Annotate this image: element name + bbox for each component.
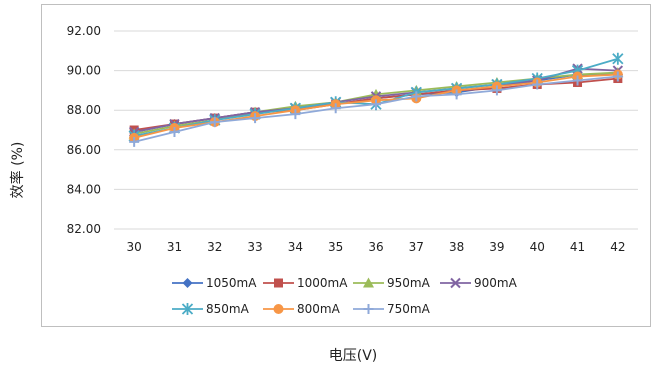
legend-item-950mA: 950mA [353, 276, 431, 290]
data-point [612, 71, 623, 82]
legend-marker [273, 304, 284, 314]
data-point [451, 89, 462, 100]
chart-area-border [41, 4, 651, 327]
legend-marker [450, 277, 461, 289]
y-axis-title: 效率 (%) [9, 142, 26, 199]
y-tick-label: 82.00 [67, 222, 101, 236]
legend-item-850mA: 850mA [172, 302, 250, 316]
x-tick-label: 40 [530, 240, 545, 254]
data-point [532, 79, 543, 90]
data-point [169, 126, 180, 137]
data-point [209, 117, 220, 128]
x-tick-label: 30 [127, 240, 142, 254]
data-point [491, 85, 502, 96]
legend-item-800mA: 800mA [263, 302, 341, 316]
x-tick-label: 41 [570, 240, 585, 254]
legend-label: 850mA [206, 302, 250, 316]
x-tick-label: 35 [328, 240, 343, 254]
x-tick-label: 42 [610, 240, 625, 254]
data-point [290, 109, 301, 120]
x-tick-label: 36 [368, 240, 383, 254]
legend-marker [363, 304, 374, 314]
legend-marker [181, 303, 194, 315]
grid-lines [114, 30, 638, 230]
legend-label: 900mA [474, 276, 518, 290]
y-tick-label: 84.00 [67, 182, 101, 196]
y-axis-ticks: 82.00 84.00 86.00 88.00 90.00 92.00 [67, 24, 101, 236]
data-point [612, 52, 624, 65]
legend-marker [363, 277, 374, 288]
x-tick-label: 38 [449, 240, 464, 254]
x-axis-title: 电压(V) [329, 348, 378, 364]
legend-item-1000mA: 1000mA [263, 276, 348, 290]
x-tick-label: 34 [288, 240, 303, 254]
legend-marker [182, 278, 193, 288]
legend-marker [274, 278, 283, 288]
legend-label: 750mA [387, 302, 431, 316]
legend: 1050mA 1000mA 950mA 900mA 850mA 800mA 750mA [172, 276, 518, 316]
x-tick-label: 39 [489, 240, 504, 254]
data-point [330, 103, 341, 114]
series-750mA [129, 71, 623, 147]
data-point [572, 75, 583, 86]
x-tick-label: 31 [167, 240, 182, 254]
legend-label: 950mA [387, 276, 431, 290]
y-tick-label: 90.00 [67, 64, 101, 78]
x-tick-label: 33 [247, 240, 262, 254]
data-point [411, 91, 422, 102]
legend-label: 800mA [297, 302, 341, 316]
legend-item-750mA: 750mA [353, 302, 431, 316]
y-tick-label: 86.00 [67, 143, 101, 157]
data-point [371, 99, 381, 110]
legend-item-900mA: 900mA [440, 276, 518, 290]
legend-label: 1050mA [206, 276, 257, 290]
y-tick-label: 88.00 [67, 103, 101, 117]
x-axis-ticks: 30 31 32 33 34 35 36 37 38 39 40 41 42 [127, 240, 626, 254]
data-point [250, 113, 261, 124]
data-point [129, 136, 140, 147]
x-tick-label: 37 [409, 240, 424, 254]
series-lines [128, 52, 624, 147]
legend-label: 1000mA [297, 276, 348, 290]
x-tick-label: 32 [207, 240, 222, 254]
legend-item-1050mA: 1050mA [172, 276, 257, 290]
y-tick-label: 92.00 [67, 24, 101, 38]
